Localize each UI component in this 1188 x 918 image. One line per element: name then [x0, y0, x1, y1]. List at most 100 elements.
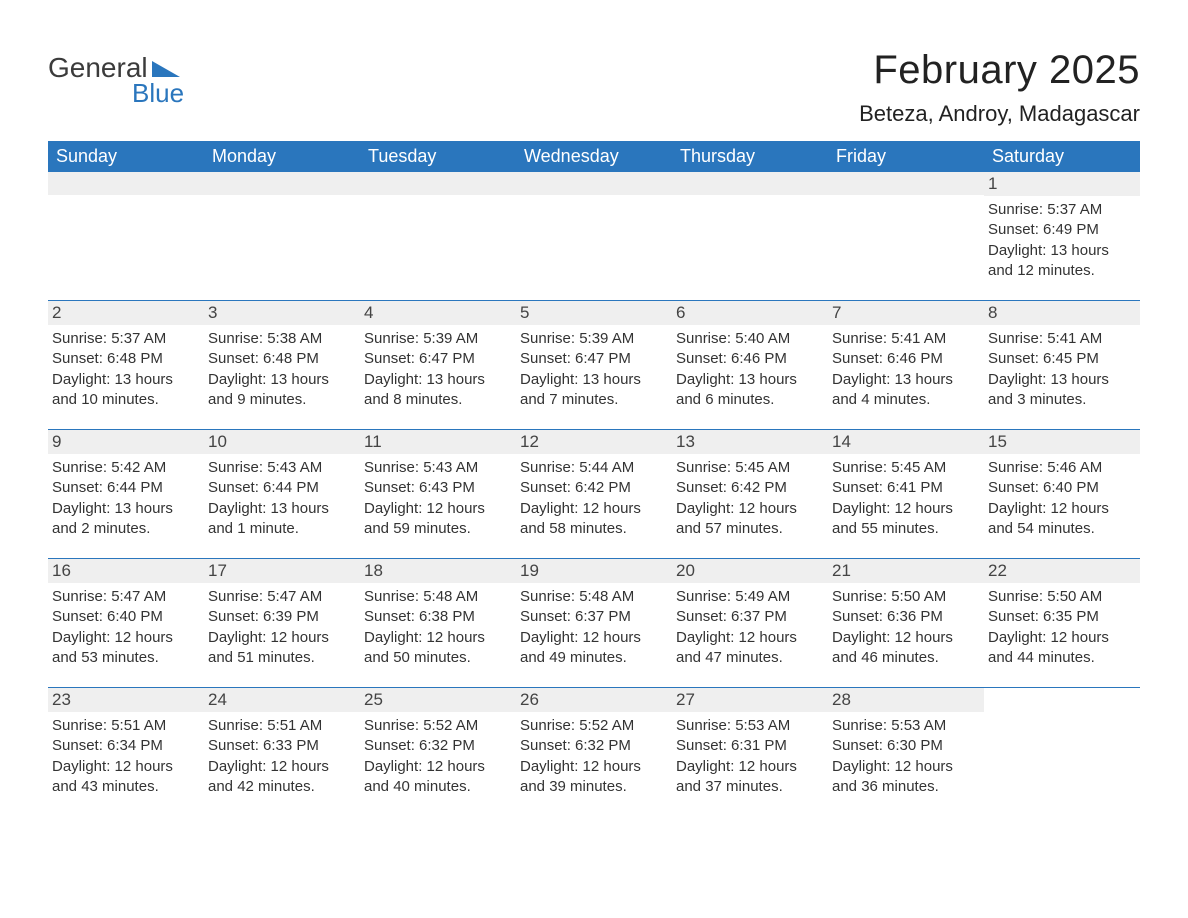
- sunrise-line: Sunrise: 5:46 AM: [988, 458, 1132, 478]
- daynum-bar: 23: [48, 688, 204, 712]
- day-number: 25: [364, 690, 383, 709]
- daynum-bar: 14: [828, 430, 984, 454]
- dl1-line: Daylight: 13 hours: [52, 499, 196, 519]
- daynum-bar: 6: [672, 301, 828, 325]
- sunset-line: Sunset: 6:46 PM: [676, 349, 820, 369]
- sunrise-line: Sunrise: 5:52 AM: [520, 716, 664, 736]
- daynum-bar: 25: [360, 688, 516, 712]
- sunrise-line: Sunrise: 5:37 AM: [988, 200, 1132, 220]
- sunrise-line: Sunrise: 5:50 AM: [988, 587, 1132, 607]
- dl2-line: and 50 minutes.: [364, 648, 508, 668]
- day-number: 24: [208, 690, 227, 709]
- sunset-line: Sunset: 6:44 PM: [208, 478, 352, 498]
- title-month: February 2025: [859, 48, 1140, 93]
- sunset-line: Sunset: 6:43 PM: [364, 478, 508, 498]
- daynum-bar: 10: [204, 430, 360, 454]
- dl1-line: Daylight: 12 hours: [52, 628, 196, 648]
- sunset-line: Sunset: 6:48 PM: [208, 349, 352, 369]
- sunrise-line: Sunrise: 5:51 AM: [52, 716, 196, 736]
- dl1-line: Daylight: 13 hours: [520, 370, 664, 390]
- sunrise-line: Sunrise: 5:51 AM: [208, 716, 352, 736]
- daynum-bar: 4: [360, 301, 516, 325]
- sunrise-line: Sunrise: 5:45 AM: [832, 458, 976, 478]
- dl1-line: Daylight: 12 hours: [988, 499, 1132, 519]
- dl2-line: and 2 minutes.: [52, 519, 196, 539]
- dl2-line: and 9 minutes.: [208, 390, 352, 410]
- day-number: 2: [52, 303, 61, 322]
- day-number: 22: [988, 561, 1007, 580]
- sunset-line: Sunset: 6:40 PM: [52, 607, 196, 627]
- sunset-line: Sunset: 6:38 PM: [364, 607, 508, 627]
- calendar-cell: 25Sunrise: 5:52 AMSunset: 6:32 PMDayligh…: [360, 688, 516, 816]
- sunset-line: Sunset: 6:33 PM: [208, 736, 352, 756]
- sunset-line: Sunset: 6:36 PM: [832, 607, 976, 627]
- sunrise-line: Sunrise: 5:41 AM: [988, 329, 1132, 349]
- dl1-line: Daylight: 12 hours: [208, 757, 352, 777]
- sunrise-line: Sunrise: 5:40 AM: [676, 329, 820, 349]
- dl1-line: Daylight: 12 hours: [364, 628, 508, 648]
- daynum-bar: 27: [672, 688, 828, 712]
- dl1-line: Daylight: 12 hours: [676, 628, 820, 648]
- sunset-line: Sunset: 6:45 PM: [988, 349, 1132, 369]
- sunset-line: Sunset: 6:31 PM: [676, 736, 820, 756]
- sunrise-line: Sunrise: 5:41 AM: [832, 329, 976, 349]
- week-row: 1Sunrise: 5:37 AMSunset: 6:49 PMDaylight…: [48, 172, 1140, 300]
- dl2-line: and 3 minutes.: [988, 390, 1132, 410]
- calendar-cell: 23Sunrise: 5:51 AMSunset: 6:34 PMDayligh…: [48, 688, 204, 816]
- sunset-line: Sunset: 6:49 PM: [988, 220, 1132, 240]
- dl1-line: Daylight: 13 hours: [52, 370, 196, 390]
- day-number: 19: [520, 561, 539, 580]
- day-number: 10: [208, 432, 227, 451]
- calendar-cell: [984, 688, 1140, 816]
- daynum-bar: 18: [360, 559, 516, 583]
- calendar-cell: 19Sunrise: 5:48 AMSunset: 6:37 PMDayligh…: [516, 559, 672, 687]
- calendar-cell: 28Sunrise: 5:53 AMSunset: 6:30 PMDayligh…: [828, 688, 984, 816]
- day-number: 16: [52, 561, 71, 580]
- sunrise-line: Sunrise: 5:39 AM: [520, 329, 664, 349]
- sunset-line: Sunset: 6:35 PM: [988, 607, 1132, 627]
- dl2-line: and 53 minutes.: [52, 648, 196, 668]
- calendar-cell: [48, 172, 204, 300]
- dl1-line: Daylight: 12 hours: [832, 499, 976, 519]
- day-number: 3: [208, 303, 217, 322]
- day-number: 5: [520, 303, 529, 322]
- dl1-line: Daylight: 12 hours: [832, 628, 976, 648]
- dl2-line: and 7 minutes.: [520, 390, 664, 410]
- dl2-line: and 36 minutes.: [832, 777, 976, 797]
- dl1-line: Daylight: 13 hours: [676, 370, 820, 390]
- sunset-line: Sunset: 6:47 PM: [520, 349, 664, 369]
- dl2-line: and 4 minutes.: [832, 390, 976, 410]
- title-block: February 2025 Beteza, Androy, Madagascar: [859, 48, 1140, 127]
- empty-daynum-bar: [828, 172, 984, 195]
- dl2-line: and 39 minutes.: [520, 777, 664, 797]
- empty-daynum-bar: [48, 172, 204, 195]
- daynum-bar: 8: [984, 301, 1140, 325]
- daynum-bar: 9: [48, 430, 204, 454]
- calendar: SundayMondayTuesdayWednesdayThursdayFrid…: [48, 141, 1140, 816]
- day-number: 7: [832, 303, 841, 322]
- dl1-line: Daylight: 12 hours: [208, 628, 352, 648]
- dayheader: Monday: [204, 141, 360, 172]
- sunset-line: Sunset: 6:46 PM: [832, 349, 976, 369]
- calendar-cell: 15Sunrise: 5:46 AMSunset: 6:40 PMDayligh…: [984, 430, 1140, 558]
- day-number: 17: [208, 561, 227, 580]
- dl1-line: Daylight: 12 hours: [520, 499, 664, 519]
- calendar-cell: [516, 172, 672, 300]
- dayheader: Saturday: [984, 141, 1140, 172]
- dl1-line: Daylight: 13 hours: [832, 370, 976, 390]
- dl2-line: and 37 minutes.: [676, 777, 820, 797]
- day-number: 9: [52, 432, 61, 451]
- calendar-cell: 18Sunrise: 5:48 AMSunset: 6:38 PMDayligh…: [360, 559, 516, 687]
- calendar-cell: 8Sunrise: 5:41 AMSunset: 6:45 PMDaylight…: [984, 301, 1140, 429]
- daynum-bar: 13: [672, 430, 828, 454]
- sunrise-line: Sunrise: 5:43 AM: [364, 458, 508, 478]
- dl2-line: and 57 minutes.: [676, 519, 820, 539]
- dl1-line: Daylight: 12 hours: [364, 757, 508, 777]
- dl2-line: and 40 minutes.: [364, 777, 508, 797]
- dl1-line: Daylight: 13 hours: [364, 370, 508, 390]
- brand-text-blue: Blue: [132, 78, 184, 109]
- calendar-cell: 6 Sunrise: 5:40 AMSunset: 6:46 PMDaylight…: [672, 301, 828, 429]
- calendar-cell: 16Sunrise: 5:47 AMSunset: 6:40 PMDayligh…: [48, 559, 204, 687]
- sunset-line: Sunset: 6:44 PM: [52, 478, 196, 498]
- dl2-line: and 1 minute.: [208, 519, 352, 539]
